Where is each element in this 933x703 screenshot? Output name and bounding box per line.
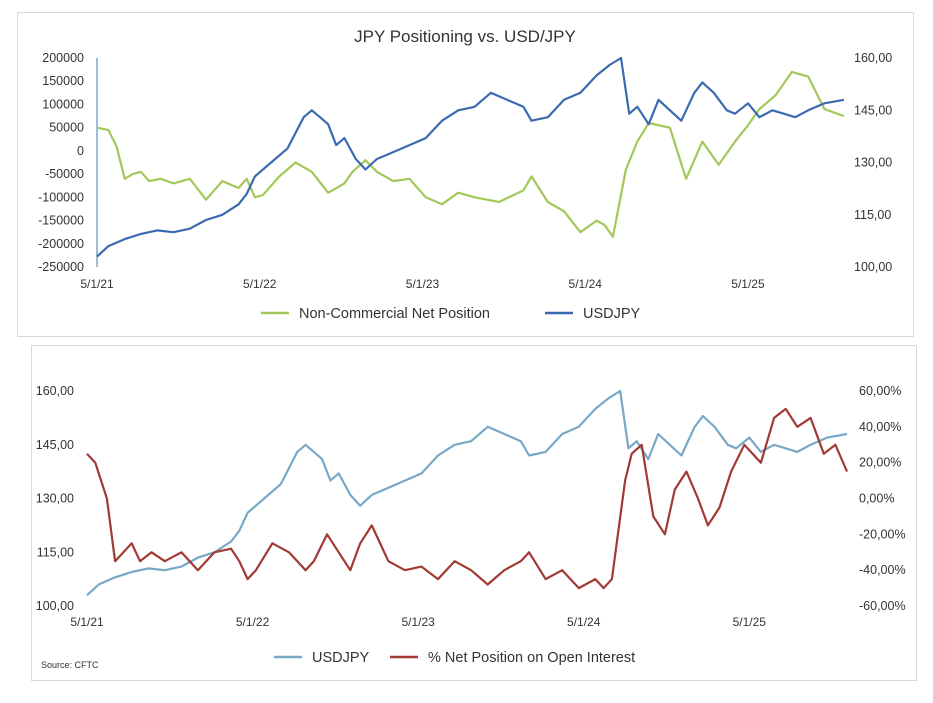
y-right-tick-label: 0,00% (859, 492, 894, 506)
y-left-tick-label: 130,00 (36, 492, 74, 506)
y-right-tick-label: -40,00% (859, 563, 906, 577)
x-tick-label: 5/1/21 (70, 615, 104, 629)
x-tick-label: 5/1/24 (567, 615, 601, 629)
series-line--net-position-on-open-interest (86, 407, 849, 590)
source-note: Source: CFTC (41, 660, 99, 670)
x-tick-label: 5/1/22 (236, 615, 270, 629)
y-left-tick-label: -250000 (38, 260, 84, 274)
x-tick-label: 5/1/25 (731, 277, 765, 291)
y-right-tick-label: 20,00% (859, 456, 901, 470)
legend-entry: USDJPY (583, 306, 641, 322)
series-line-usdjpy (86, 389, 848, 597)
y-left-tick-label: 145,00 (36, 438, 74, 452)
y-right-tick-label: 130,00 (854, 156, 892, 170)
y-left-tick-label: 115,00 (37, 545, 74, 559)
x-tick-label: 5/1/23 (406, 277, 440, 291)
series-line-usdjpy (96, 56, 845, 258)
y-right-tick-label: 100,00 (854, 260, 892, 274)
x-tick-label: 5/1/22 (243, 277, 277, 291)
y-left-tick-label: 200000 (42, 51, 84, 65)
y-right-tick-label: 160,00 (854, 51, 892, 65)
top-chart-panel: JPY Positioning vs. USD/JPY 200000 150000 1… (17, 12, 914, 337)
y-right-tick-label: 60,00% (859, 384, 901, 398)
y-left-tick-label: -50000 (45, 167, 84, 181)
y-right-tick-label: -60,00% (859, 599, 906, 613)
legend-entry: USDJPY (312, 650, 370, 666)
series-line-non-commercial-net-position (96, 70, 845, 238)
y-left-tick-label: 50000 (49, 121, 84, 135)
y-left-tick-label: 0 (77, 144, 84, 158)
y-left-tick-label: 160,00 (36, 384, 74, 398)
y-left-tick-label: -100000 (38, 190, 84, 204)
y-right-tick-label: 145,00 (854, 103, 892, 117)
x-tick-label: 5/1/21 (80, 277, 114, 291)
top-chart: JPY Positioning vs. USD/JPY 200000 150000 1… (38, 27, 892, 322)
bottom-chart: 160,00 145,00 130,00 115,00 100,00 60,00% 40,0… (36, 384, 906, 670)
bottom-chart-panel: 160,00 145,00 130,00 115,00 100,00 60,00% 40,0… (31, 345, 917, 681)
x-tick-label: 5/1/23 (401, 615, 435, 629)
y-left-tick-label: 150000 (42, 74, 84, 88)
x-tick-label: 5/1/25 (733, 615, 767, 629)
y-left-tick-label: -150000 (38, 214, 84, 228)
y-right-tick-label: 115,00 (854, 208, 891, 222)
legend-entry: % Net Position on Open Interest (428, 650, 635, 666)
legend-entry: Non-Commercial Net Position (299, 306, 490, 322)
y-left-tick-label: 100,00 (36, 599, 74, 613)
chart-title: JPY Positioning vs. USD/JPY (354, 27, 576, 46)
y-right-tick-label: -20,00% (859, 527, 906, 541)
y-right-tick-label: 40,00% (859, 420, 901, 434)
y-left-tick-label: 100000 (42, 97, 84, 111)
x-tick-label: 5/1/24 (569, 277, 603, 291)
y-left-tick-label: -200000 (38, 237, 84, 251)
